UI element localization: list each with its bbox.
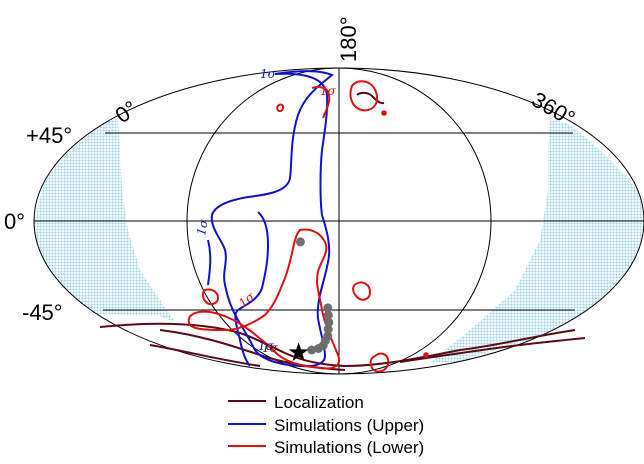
- excluded-region-left: [34, 118, 175, 322]
- data-point-2: [323, 310, 333, 320]
- localization-loop-top: [356, 91, 385, 105]
- upper-contour-main: [210, 70, 334, 368]
- upper-contour-label-1: 1σ: [260, 67, 277, 81]
- lower-contour-label-1: 1σ: [320, 84, 337, 98]
- data-point-8: [313, 344, 323, 353]
- data-point-1: [323, 303, 333, 313]
- lower-island-2: [276, 103, 285, 113]
- lower-simulation-contour: [187, 80, 429, 373]
- upper-contour-inner: [234, 211, 270, 367]
- legend-label-upper: Simulations (Upper): [274, 416, 424, 435]
- localization-line-right: [399, 337, 586, 363]
- graticule: [33, 67, 644, 375]
- data-points: ★: [287, 237, 334, 368]
- data-point-3: [324, 317, 334, 327]
- legend-label-lower: Simulations (Lower): [274, 438, 424, 457]
- data-point-9: [307, 345, 317, 355]
- lower-island-1: [349, 80, 378, 112]
- data-point-0: [295, 237, 305, 247]
- star-marker-icon: ★: [287, 338, 310, 368]
- latitude-label-0: 0°: [4, 209, 25, 234]
- legend-label-localization: Localization: [274, 393, 364, 412]
- lower-contour-top: [311, 86, 331, 119]
- data-point-4: [323, 324, 333, 334]
- localization-contour-label: 1σ: [262, 341, 279, 355]
- upper-contour-label-3: 1σ: [258, 339, 275, 353]
- lower-contour-label-2: 1σ: [236, 289, 258, 310]
- lower-island-5: [201, 288, 220, 306]
- upper-contour-label-2: 1σ: [194, 218, 211, 237]
- latitude-label-minus45: -45°: [22, 300, 63, 325]
- upper-contour-left: [207, 239, 212, 286]
- legend: Localization Simulations (Upper) Simulat…: [228, 393, 424, 457]
- lower-island-6: [381, 110, 387, 116]
- lower-contour-main: [187, 228, 340, 370]
- latitude-label-plus45: +45°: [26, 123, 72, 148]
- longitude-label-180: 180°: [336, 16, 361, 62]
- lower-island-7: [423, 352, 429, 358]
- lower-island-3: [352, 281, 372, 301]
- upper-simulation-contour: [207, 70, 334, 368]
- lower-island-4: [369, 352, 390, 373]
- excluded-region: [34, 118, 644, 362]
- excluded-region-right: [430, 118, 644, 362]
